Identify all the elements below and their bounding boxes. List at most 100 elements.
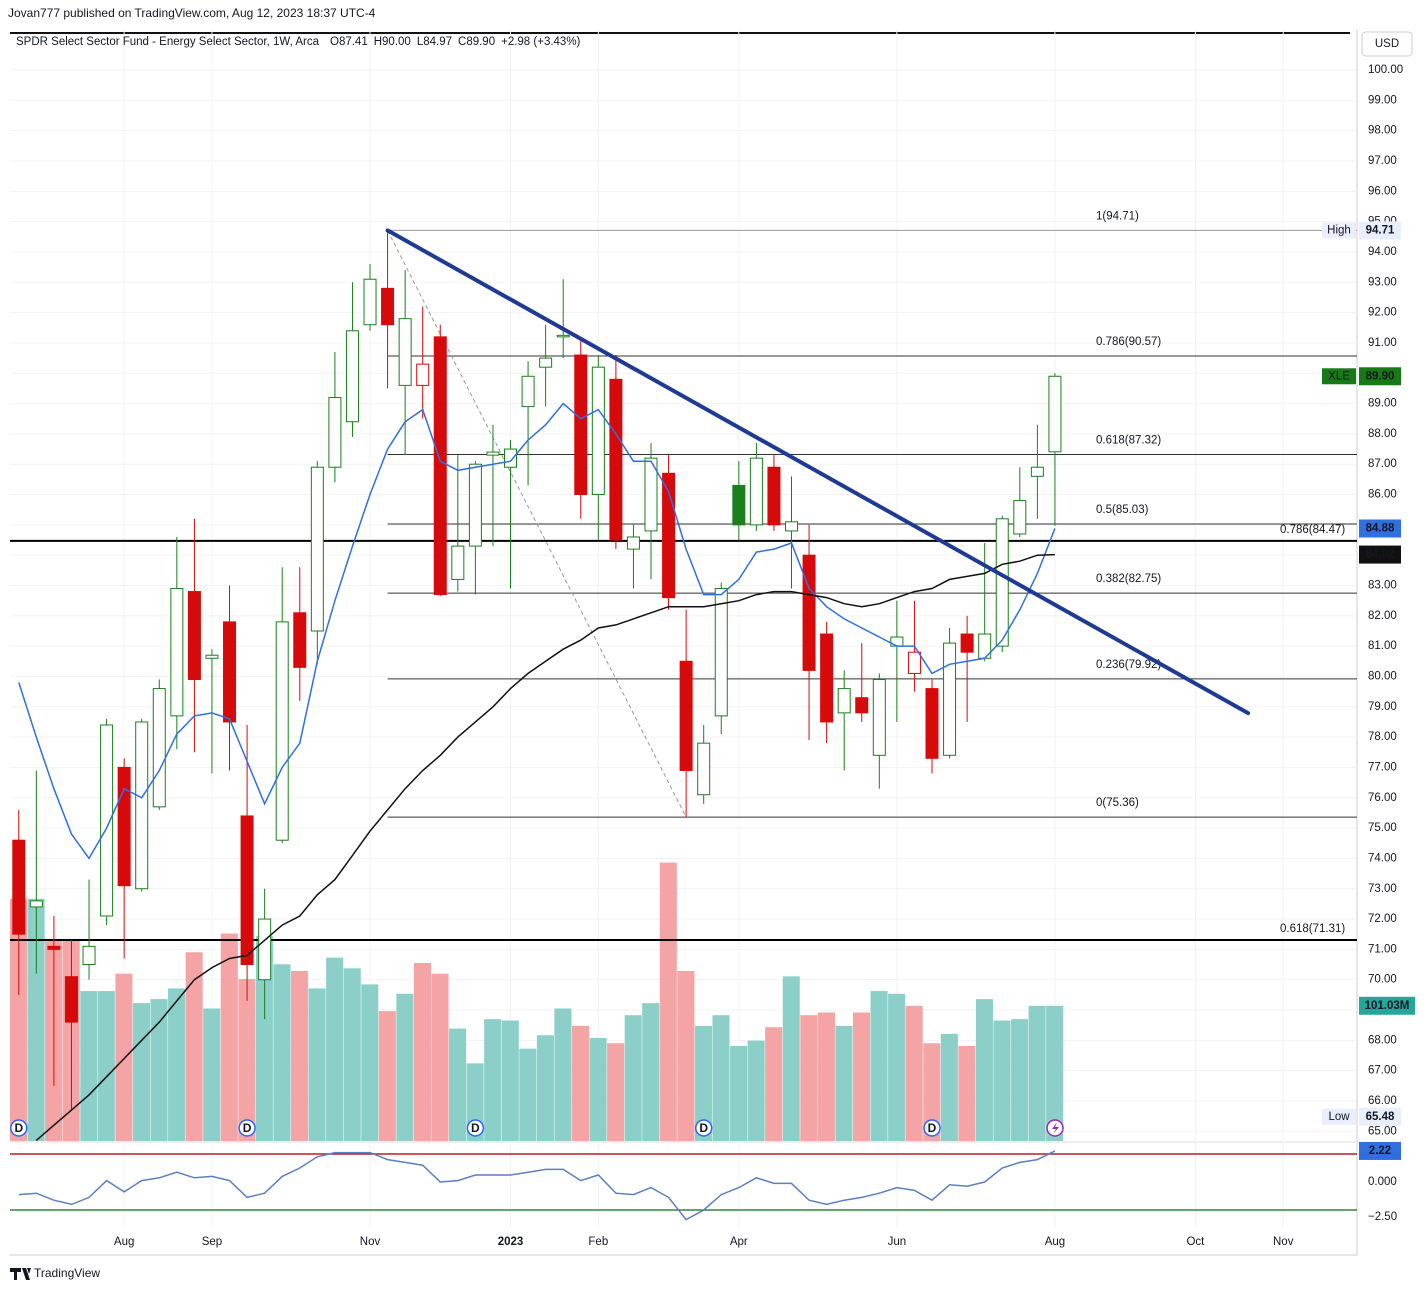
y-tick-label: 94.00 [1368,246,1397,258]
volume-bar [782,976,800,1141]
candle-body [328,397,342,468]
legend-title: SPDR Select Sector Fund - Energy Select … [16,36,320,48]
candle-body [644,457,658,532]
dividend-marker [10,1119,28,1137]
badge-text: 84.02 [1366,549,1395,561]
volume-bar [273,964,291,1141]
candle-body [732,484,746,526]
volume-bar [1028,1005,1046,1141]
candle-body [943,642,957,756]
candle-body [802,554,816,671]
y-tick-label: 93.00 [1368,276,1397,288]
volume-bar [484,1019,502,1141]
volume-bar [97,991,115,1141]
y-tick-label: 87.00 [1368,458,1397,470]
dividend-marker [466,1119,485,1137]
y-tick-label: 66.00 [1368,1095,1397,1107]
x-tick-label: Nov [360,1236,381,1248]
candle-body [556,334,570,338]
volume-bar [255,936,273,1141]
candle-body [381,287,395,326]
volume-bar [712,1015,730,1141]
currency[interactable]: USD [1375,38,1399,50]
volume-bar [589,1037,607,1141]
volume-bar [343,968,361,1141]
volume-bar [765,1027,783,1141]
candle-body [345,330,359,423]
fib-label: 0(75.36) [1096,797,1139,809]
candle-body [451,545,465,580]
y2-badge [1359,1141,1401,1160]
candle-body [785,521,799,532]
candle-body [960,633,974,653]
volume-bar [642,1003,660,1141]
volume-bar [993,1020,1011,1141]
y-tick-label: 79.00 [1368,701,1397,713]
legend-field: +2.98 (+3.43%) [501,36,580,48]
candle-body [855,697,869,714]
y2-tick-label: −2.50 [1368,1211,1397,1223]
fib-label: 0.618(87.32) [1096,435,1161,447]
y-tick-label: 97.00 [1368,155,1397,167]
y-tick-label: 99.00 [1368,94,1397,106]
candle-body [258,918,272,981]
volume-bar [659,862,677,1141]
candle-body [135,721,149,890]
candle-body [539,357,553,368]
candle-body [626,536,640,550]
y-tick-label: 71.00 [1368,943,1397,955]
dividend-marker [923,1119,941,1137]
indicator-line [18,402,1056,860]
dividend-label: D [471,1121,480,1135]
legend-field: H90.00 [374,36,411,48]
dividend-label: D [14,1121,23,1135]
volume-bar [185,952,203,1141]
volume-bar [730,1045,748,1141]
candle-body [995,518,1009,647]
candle-body [293,612,307,668]
trendline [385,228,1251,716]
candle-body [662,472,676,599]
plot: 65.0066.0067.0068.0069.0070.0071.0072.00… [10,30,1415,1248]
candle-body [504,448,518,468]
volume-badge-text: 101.03M [1365,1000,1410,1012]
fib-label: 0.786(90.57) [1096,336,1161,348]
volume-bar [203,1008,221,1141]
volume-bar [80,991,98,1141]
volume-bar [449,1028,467,1141]
volume-bar [817,1012,835,1141]
candle-body [223,621,237,723]
y-tick-label: 96.00 [1368,185,1397,197]
y-tick-label: 67.00 [1368,1065,1397,1077]
y2-badge-text: 2.22 [1369,1145,1391,1157]
y-tick-label: 65.00 [1368,1125,1397,1137]
x-tick-label: Feb [588,1236,608,1248]
y2-tick-label: 0.000 [1368,1176,1397,1188]
x-tick-label: Jun [888,1236,907,1248]
candle-body [12,839,26,935]
volume-bar [132,1003,150,1141]
volume-bar [870,991,888,1141]
candle-body [170,588,184,717]
y-tick-label: 81.00 [1368,640,1397,652]
y-tick-label: 78.00 [1368,731,1397,743]
dividend-label: D [699,1121,708,1135]
y-tick-label: 92.00 [1368,307,1397,319]
badge-name-bg [1322,368,1356,385]
volume-bar [396,993,414,1141]
volume-bar [536,1035,554,1141]
volume-bar [940,1033,958,1141]
volume-bar [326,957,344,1141]
currency-button[interactable] [1361,31,1413,57]
volume-bar [1046,1005,1064,1141]
indicator-line [35,553,1055,1141]
dividend-label: D [928,1121,937,1135]
candle-body [433,336,447,596]
header-text: Jovan777 published on TradingView.com, A… [8,6,376,20]
badge [1359,367,1401,386]
x-tick-label: Oct [1186,1236,1205,1248]
candle-body [310,466,324,632]
y-tick-label: 80.00 [1368,670,1397,682]
volume-bar [554,1008,572,1141]
